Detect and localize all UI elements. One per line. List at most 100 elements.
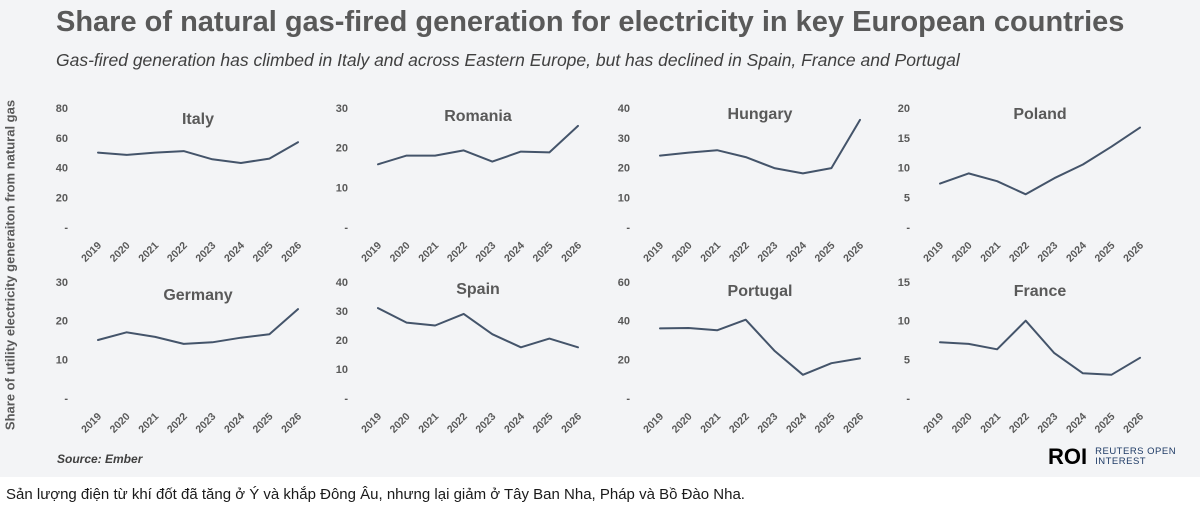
logo-line-2: INTEREST — [1095, 456, 1147, 467]
y-tick-label: - — [906, 393, 910, 405]
y-tick-label: 30 — [618, 133, 630, 145]
x-tick-label: 2020 — [670, 240, 695, 265]
x-tick-label: 2024 — [222, 411, 247, 436]
x-tick-label: 2024 — [1064, 411, 1089, 436]
panel-title: Romania — [444, 108, 512, 125]
x-tick-label: 2020 — [108, 240, 133, 265]
x-tick-label: 2025 — [813, 411, 838, 436]
x-tick-label: 2022 — [1007, 240, 1032, 265]
x-tick-label: 2026 — [559, 411, 584, 436]
x-tick-label: 2025 — [531, 411, 556, 436]
y-tick-label: 20 — [336, 143, 348, 155]
panel-title: Portugal — [728, 283, 793, 300]
x-tick-label: 2022 — [445, 240, 470, 265]
x-tick-label: 2019 — [641, 240, 666, 265]
x-tick-label: 2025 — [1093, 411, 1118, 436]
x-tick-label: 2023 — [1035, 411, 1060, 436]
x-tick-label: 2024 — [222, 240, 247, 265]
y-tick-label: 20 — [618, 354, 630, 366]
x-tick-label: 2026 — [841, 411, 866, 436]
y-tick-label: 20 — [56, 316, 68, 328]
y-tick-label: 40 — [56, 163, 68, 175]
x-tick-label: 2020 — [670, 411, 695, 436]
x-tick-label: 2021 — [698, 240, 723, 265]
x-tick-label: 2021 — [698, 411, 723, 436]
logo-mark: ROI — [1048, 444, 1088, 469]
y-tick-label: - — [64, 222, 68, 234]
x-tick-label: 2021 — [136, 240, 161, 265]
y-tick-label: 40 — [618, 316, 630, 328]
x-tick-label: 2019 — [79, 411, 104, 436]
y-tick-label: 10 — [336, 182, 348, 194]
chart-panel — [0, 0, 1200, 477]
panel-title: France — [1014, 283, 1067, 300]
series-line-germany — [97, 308, 299, 345]
series-line-romania — [377, 124, 579, 166]
x-tick-label: 2019 — [921, 240, 946, 265]
y-tick-label: 15 — [898, 133, 910, 145]
x-tick-label: 2025 — [1093, 240, 1118, 265]
x-tick-label: 2023 — [473, 411, 498, 436]
x-tick-label: 2021 — [978, 411, 1003, 436]
series-line-poland — [939, 126, 1141, 196]
panel-title: Italy — [182, 111, 214, 128]
x-tick-label: 2021 — [978, 240, 1003, 265]
y-tick-label: 5 — [904, 192, 910, 204]
chart-subtitle: Gas-fired generation has climbed in Ital… — [56, 50, 960, 70]
series-line-france — [939, 319, 1141, 376]
series-line-spain — [377, 307, 579, 349]
y-tick-label: 20 — [898, 103, 910, 115]
y-tick-label: 80 — [56, 103, 68, 115]
logo-line-1: REUTERS OPEN — [1095, 446, 1177, 457]
y-tick-label: 30 — [336, 306, 348, 318]
y-tick-label: - — [626, 393, 630, 405]
x-tick-label: 2025 — [251, 240, 276, 265]
x-tick-label: 2019 — [359, 240, 384, 265]
y-tick-label: 10 — [56, 354, 68, 366]
y-tick-label: 10 — [898, 316, 910, 328]
y-tick-label: 10 — [618, 192, 630, 204]
x-tick-label: 2025 — [251, 411, 276, 436]
panel-hungary: 40 30 20 10 - Hungary 2019 2020 2021 2022 2023 2024… — [618, 103, 866, 265]
x-tick-label: 2023 — [193, 240, 218, 265]
y-tick-label: 5 — [904, 354, 910, 366]
x-tick-label: 2019 — [79, 240, 104, 265]
y-tick-label: 40 — [618, 103, 630, 115]
x-tick-label: 2020 — [950, 240, 975, 265]
panel-title: Germany — [163, 287, 232, 304]
x-tick-label: 2025 — [813, 240, 838, 265]
y-tick-label: - — [626, 222, 630, 234]
y-tick-label: - — [64, 393, 68, 405]
x-tick-label: 2023 — [755, 240, 780, 265]
x-tick-label: 2019 — [359, 411, 384, 436]
x-tick-label: 2026 — [841, 240, 866, 265]
x-tick-label: 2020 — [388, 411, 413, 436]
y-tick-label: - — [906, 222, 910, 234]
logo-text: REUTERS OPEN INTEREST — [1095, 447, 1176, 467]
y-tick-label: - — [344, 393, 348, 405]
x-tick-label: 2026 — [1121, 240, 1146, 265]
x-tick-label: 2024 — [502, 240, 527, 265]
x-tick-label: 2021 — [416, 240, 441, 265]
y-tick-label: - — [344, 222, 348, 234]
x-tick-label: 2022 — [165, 240, 190, 265]
y-tick-label: 15 — [898, 277, 910, 289]
x-tick-label: 2022 — [1007, 411, 1032, 436]
x-tick-label: 2023 — [1035, 240, 1060, 265]
series-line-hungary — [659, 118, 861, 175]
roi-logo: ROI REUTERS OPEN INTEREST — [1048, 444, 1176, 470]
x-tick-label: 2022 — [727, 411, 752, 436]
x-tick-label: 2019 — [921, 411, 946, 436]
x-tick-label: 2020 — [388, 240, 413, 265]
panel-title: Spain — [456, 281, 500, 298]
x-tick-label: 2024 — [502, 411, 527, 436]
y-tick-label: 60 — [618, 277, 630, 289]
series-line-italy — [97, 141, 299, 164]
panel-title: Poland — [1013, 106, 1066, 123]
